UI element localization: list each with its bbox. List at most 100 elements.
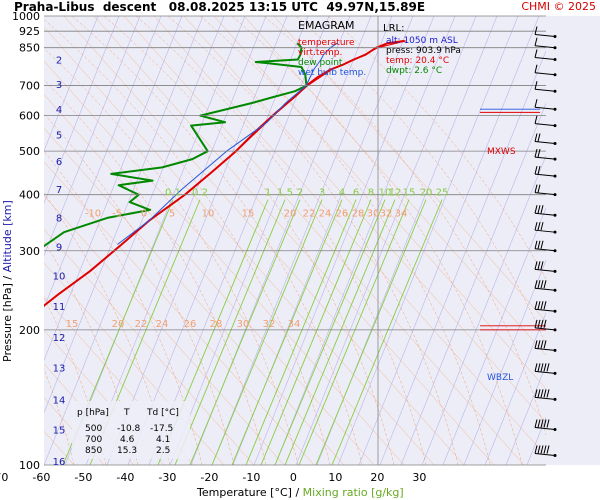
wind-barb-dot [553, 89, 557, 93]
lrl-alt: alt: 1050 m ASL [386, 36, 458, 46]
levels-table-cell: 500 [85, 424, 102, 434]
wind-barb-flag [534, 301, 538, 310]
wind-barb-flag [543, 419, 547, 428]
theta-label: 32 [263, 319, 276, 330]
moist-adiabat [135, 16, 427, 465]
wind-barb-dot [553, 142, 557, 146]
y-tick-label: 925 [19, 25, 40, 38]
wind-barb-flag [537, 149, 541, 158]
dry-adiabat [243, 16, 546, 356]
y-tick-label: 700 [19, 80, 40, 93]
wind-barb-flag [537, 419, 541, 428]
wind-barb-flag [534, 261, 538, 270]
lrl-dwpt: dwpt: 2.6 °C [386, 66, 442, 76]
mixing-ratio-label: 10 [379, 188, 392, 199]
series-virt-temp- [89, 40, 406, 272]
wind-barb-flag [537, 363, 541, 372]
theta-label: 34 [288, 319, 301, 330]
altitude-label: 13 [53, 363, 66, 374]
wind-barb-dot [553, 249, 557, 253]
wind-barb-flag [537, 222, 541, 231]
wind-barb-flag [537, 319, 541, 328]
altitude-label: 8 [56, 213, 62, 224]
wind-barb-staff [534, 308, 556, 312]
altitude-label: 6 [56, 157, 62, 168]
mixing-ratio-label: 8 [368, 188, 374, 199]
theta-e-label: -5 [112, 209, 122, 220]
levels-table-header-td: Td [°C] [146, 408, 179, 418]
levels-table-cell: 4.6 [120, 435, 135, 445]
x-axis-title-mixing: Mixing ratio [g/kg] [303, 486, 404, 499]
moist-adiabat [199, 16, 491, 465]
isotherm [44, 16, 204, 414]
wind-barb-flag [534, 184, 538, 193]
wind-barb-flag [546, 389, 550, 398]
theta-label: 26 [184, 319, 197, 330]
theta-e-label: 0 [141, 209, 147, 220]
wind-barb-flag [537, 280, 541, 289]
wind-barb-flag [540, 319, 544, 328]
wind-barb-staff [534, 123, 556, 127]
moist-adiabat [327, 16, 546, 280]
wind-barb-flag [534, 115, 538, 124]
wind-barb-flag [534, 49, 538, 58]
moist-adiabat [44, 150, 203, 465]
wind-barb-flag [540, 340, 544, 349]
copyright: CHMI © 2025 [521, 0, 596, 13]
wind-barb-flag [534, 340, 538, 349]
wind-barb-staff [534, 141, 556, 145]
wind-barb-dot [553, 328, 557, 332]
mixing-ratio-label: 12 [389, 188, 402, 199]
theta-e-label: 26 [336, 209, 349, 220]
wind-barb-flag [534, 205, 538, 214]
plot-area [44, 16, 546, 465]
altitude-label: 3 [56, 80, 62, 91]
wind-barb-dot [553, 193, 557, 197]
wind-barb-dot [553, 58, 557, 62]
dry-adiabat [213, 16, 546, 390]
wind-barb-flag [546, 445, 550, 454]
dry-adiabat [44, 94, 375, 465]
dry-adiabat [93, 16, 495, 465]
x-axis-label: Temperature [°C] / Mixing ratio [g/kg] [196, 486, 404, 499]
altitude-label: 9 [56, 242, 62, 253]
wind-barb-staff [534, 88, 556, 92]
isotherm [421, 154, 546, 465]
theta-label: 15 [66, 319, 79, 330]
x-tick-label: 10 [328, 471, 342, 484]
isotherm [44, 16, 225, 465]
mixing-ratio-label: 15 [403, 188, 416, 199]
isotherm [148, 16, 330, 465]
wind-barb-flag [540, 240, 544, 249]
moist-adiabat [167, 16, 459, 465]
levels-table-cell: 15.3 [117, 446, 137, 456]
dry-adiabat [44, 228, 255, 465]
wind-barb-flag [534, 419, 538, 428]
moist-adiabat [103, 16, 395, 465]
wind-barb-flag [537, 301, 541, 310]
theta-e-label: 22 [303, 209, 316, 220]
wbzl-label: WBZL [487, 373, 513, 383]
mixing-ratio-line [174, 199, 286, 465]
wind-barb-staff [534, 327, 556, 331]
mixing-ratio-label: 6 [353, 188, 359, 199]
isotherm [442, 207, 546, 465]
wind-barb-dot [553, 309, 557, 313]
wind-barb-flag [534, 149, 538, 158]
wind-barb-staff [534, 426, 556, 430]
legend-virt-temp: virt.temp. [298, 48, 342, 58]
isotherm [169, 16, 351, 465]
mixing-ratio-label: 4 [339, 188, 345, 199]
legend-temperature: temperature [298, 38, 355, 48]
mixing-ratio-line [231, 199, 343, 465]
altitude-label: 2 [56, 56, 62, 67]
moist-adiabat [231, 16, 523, 465]
isotherm [358, 16, 540, 465]
wind-barb-dot [553, 269, 557, 273]
moist-adiabat [44, 113, 235, 465]
theta-e-label: 24 [319, 209, 332, 220]
wind-barb-staff [534, 72, 556, 76]
theta-e-label: 10 [202, 209, 215, 220]
mixing-ratio-label: 0.1 [165, 188, 181, 199]
